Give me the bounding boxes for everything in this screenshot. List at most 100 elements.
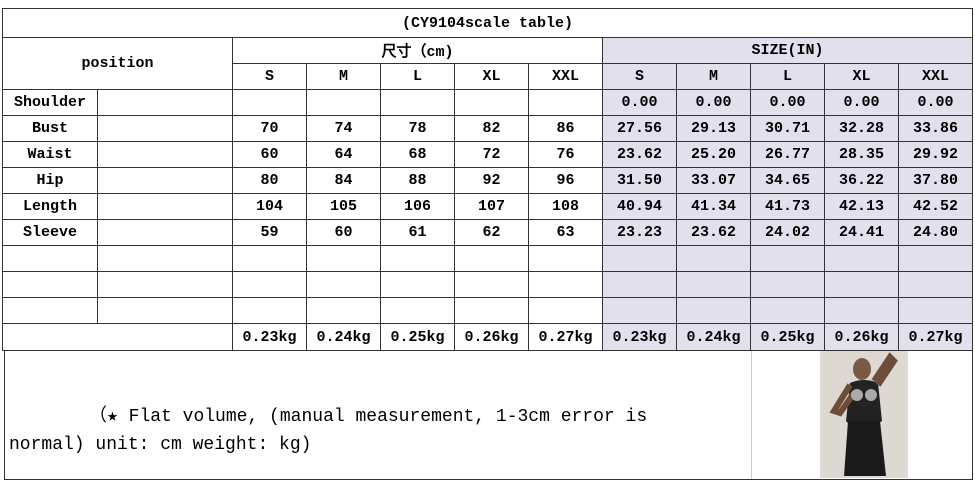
blank-cell (824, 297, 899, 324)
cm-value: 68 (380, 141, 455, 168)
product-photo (820, 351, 908, 478)
in-value: 26.77 (750, 141, 825, 168)
cm-value: 105 (306, 193, 381, 220)
position-header: position (2, 37, 233, 90)
table-title: (CY9104scale table) (1, 8, 974, 38)
blank-cell (97, 219, 233, 246)
footer: （★ Flat volume, (manual measurement, 1-3… (4, 351, 973, 480)
table-row (2, 245, 974, 272)
size-header: XXL (897, 63, 974, 90)
table-row: Length 104 105 106 107 108 40.94 41.34 41.73 42.1… (2, 193, 974, 220)
blank-cell (602, 271, 677, 298)
in-value: 42.52 (897, 193, 974, 220)
weight-value: 0.27kg (528, 323, 603, 351)
size-header: XL (454, 63, 529, 90)
in-value: 28.35 (824, 141, 899, 168)
weight-value: 0.26kg (824, 323, 899, 351)
blank-cell (380, 297, 455, 324)
in-value: 0.00 (824, 89, 899, 116)
blank-cell (97, 167, 233, 194)
row-label: Waist (2, 141, 98, 168)
cm-value: 70 (232, 115, 307, 142)
blank-cell (380, 271, 455, 298)
blank-cell (528, 297, 603, 324)
blank-cell (454, 297, 529, 324)
weight-value: 0.24kg (306, 323, 381, 351)
blank-cell (750, 297, 825, 324)
row-label: Bust (2, 115, 98, 142)
size-header: M (306, 63, 381, 90)
blank-cell (97, 297, 233, 324)
cm-value: 108 (528, 193, 603, 220)
row-label: Hip (2, 167, 98, 194)
note-line: （★ Flat volume, (manual measurement, 1-3… (89, 407, 648, 427)
blank-cell (897, 271, 974, 298)
row-label: Sleeve (2, 219, 98, 246)
size-table: (CY9104scale table) position 尺寸（cm) SIZE… (1, 8, 974, 351)
in-header: SIZE(IN) (601, 37, 974, 64)
in-value: 29.92 (897, 141, 974, 168)
in-value: 37.80 (897, 167, 974, 194)
cm-value: 80 (232, 167, 307, 194)
cm-value: 59 (232, 219, 307, 246)
blank-cell (232, 245, 307, 272)
weight-value: 0.23kg (602, 323, 677, 351)
size-header: S (232, 63, 307, 90)
table-row: 0.23kg 0.24kg 0.25kg 0.26kg 0.27kg 0.23kg 0.24… (2, 323, 974, 351)
blank-cell (897, 297, 974, 324)
blank-cell (97, 193, 233, 220)
size-table-page: (CY9104scale table) position 尺寸（cm) SIZE… (1, 8, 974, 480)
size-header: XL (824, 63, 899, 90)
in-value: 0.00 (602, 89, 677, 116)
weight-value: 0.25kg (750, 323, 825, 351)
cm-value: 88 (380, 167, 455, 194)
in-value: 31.50 (602, 167, 677, 194)
size-header: S (602, 63, 677, 90)
size-header: L (750, 63, 825, 90)
note: （★ Flat volume, (manual measurement, 1-3… (9, 403, 647, 459)
in-value: 23.62 (602, 141, 677, 168)
cm-value: 62 (454, 219, 529, 246)
in-value: 24.80 (897, 219, 974, 246)
table-row: Hip 80 84 88 92 96 31.50 33.07 34.65 36.22 37.80 (2, 167, 974, 194)
cm-value: 78 (380, 115, 455, 142)
cm-value: 74 (306, 115, 381, 142)
note-line: normal) unit: cm weight: kg) (9, 435, 312, 455)
blank-cell (306, 271, 381, 298)
blank-cell (97, 115, 233, 142)
cm-value: 72 (454, 141, 529, 168)
in-value: 33.86 (897, 115, 974, 142)
blank-cell (306, 297, 381, 324)
size-header: L (380, 63, 455, 90)
cm-value: 60 (306, 219, 381, 246)
blank-cell (454, 271, 529, 298)
in-value: 0.00 (676, 89, 751, 116)
cm-header: 尺寸（cm) (232, 37, 603, 64)
in-value: 25.20 (676, 141, 751, 168)
in-value: 0.00 (750, 89, 825, 116)
blank-cell (750, 271, 825, 298)
in-value: 41.34 (676, 193, 751, 220)
in-value: 32.28 (824, 115, 899, 142)
blank-cell (306, 245, 381, 272)
weight-value: 0.24kg (676, 323, 751, 351)
in-value: 27.56 (602, 115, 677, 142)
divider (751, 351, 752, 479)
table-row (2, 297, 974, 324)
cm-value: 84 (306, 167, 381, 194)
row-label: Length (2, 193, 98, 220)
in-value: 41.73 (750, 193, 825, 220)
cm-value (232, 89, 307, 116)
blank-cell (750, 245, 825, 272)
cm-value: 96 (528, 167, 603, 194)
in-value: 40.94 (602, 193, 677, 220)
cm-value: 107 (454, 193, 529, 220)
blank-cell (2, 271, 98, 298)
in-value: 42.13 (824, 193, 899, 220)
cm-value: 63 (528, 219, 603, 246)
blank-cell (232, 271, 307, 298)
table-row: Waist 60 64 68 72 76 23.62 25.20 26.77 28.35 29.92 (2, 141, 974, 168)
table-row (2, 271, 974, 298)
blank-cell (528, 245, 603, 272)
blank-cell (380, 245, 455, 272)
